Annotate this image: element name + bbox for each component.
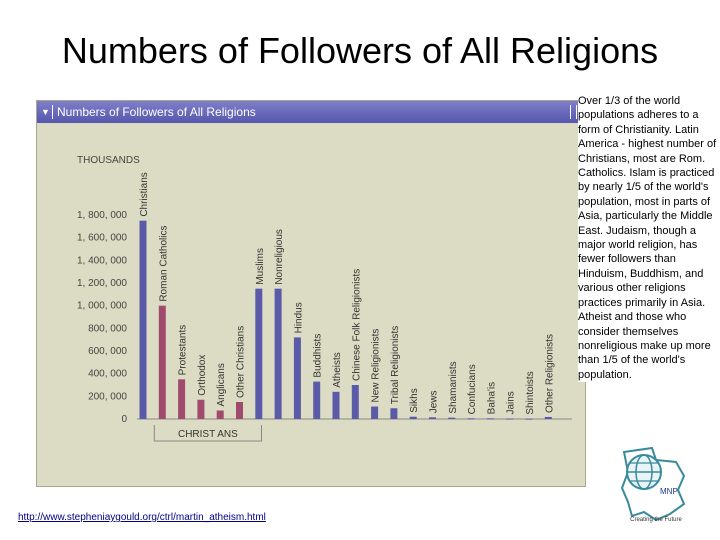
category-label: Chinese Folk Religionists xyxy=(351,269,362,381)
category-label: Nonreligious xyxy=(274,229,285,285)
category-label: New Religionists xyxy=(371,329,382,403)
source-link[interactable]: http://www.stepheniaygould.org/ctrl/mart… xyxy=(18,512,266,523)
bar xyxy=(216,410,224,419)
bar xyxy=(429,417,436,419)
bar xyxy=(293,337,301,419)
bar xyxy=(506,418,514,420)
bar xyxy=(544,416,552,419)
y-tick-label: 1, 800, 000 xyxy=(77,210,127,221)
category-label: Muslims xyxy=(255,248,266,285)
category-label: Other Religionists xyxy=(544,334,555,413)
bar xyxy=(313,381,321,419)
bar xyxy=(371,406,379,419)
svg-text:MNP: MNP xyxy=(660,487,678,496)
bar xyxy=(448,417,456,419)
category-label: Anglicans xyxy=(216,363,227,406)
y-tick-label: 1, 600, 000 xyxy=(77,233,127,244)
logo-caption: Creating the Future xyxy=(630,517,682,523)
chart-title: Numbers of Followers of All Religions xyxy=(57,105,256,119)
bar xyxy=(139,220,147,419)
category-label: Shintoists xyxy=(525,371,536,414)
bar xyxy=(351,385,359,419)
category-label: Christians xyxy=(139,172,150,216)
bar xyxy=(467,418,475,420)
bar xyxy=(158,305,166,419)
bar xyxy=(390,408,398,419)
bar xyxy=(197,399,205,419)
y-tick-label: 800, 000 xyxy=(88,323,127,334)
y-tick-label: 200, 000 xyxy=(88,391,127,402)
category-label: Hindus xyxy=(293,302,304,333)
slide-title: Numbers of Followers of All Religions xyxy=(61,30,659,71)
y-tick-label: 1, 200, 000 xyxy=(77,278,127,289)
y-tick-label: 400, 000 xyxy=(88,369,127,380)
category-label: Roman Catholics xyxy=(158,226,169,302)
y-tick-label: 1, 400, 000 xyxy=(77,255,127,266)
category-label: Other Christians xyxy=(236,326,247,398)
category-label: Jains xyxy=(506,391,517,414)
category-label: Tribal Religionists xyxy=(390,326,401,405)
category-label: Jews xyxy=(429,391,440,414)
bar xyxy=(525,418,533,420)
christian-group-bracket xyxy=(153,425,262,442)
chart-frame: ▼ Numbers of Followers of All Religions … xyxy=(36,100,586,487)
category-label: Sikhs xyxy=(409,388,420,412)
category-label: Buddhists xyxy=(313,334,324,378)
category-label: Baha'is xyxy=(486,382,497,415)
christian-group-label: CHRIST ANS xyxy=(178,429,238,440)
dropdown-triangle-icon[interactable]: ▼ xyxy=(41,107,50,117)
bar xyxy=(178,379,186,419)
bar xyxy=(255,288,263,419)
header-divider-right-2 xyxy=(576,105,577,119)
bar xyxy=(332,391,340,419)
bar-chart: THOUSANDS 0 200, 000 400, 000 600, 000 800, 0… xyxy=(77,155,572,442)
globe-logo-icon: MNP xyxy=(620,446,686,522)
bar xyxy=(236,402,243,419)
y-tick-label: 600, 000 xyxy=(88,346,127,357)
y-axis-label: THOUSANDS xyxy=(77,155,140,166)
y-tick-label: 1, 000, 000 xyxy=(77,301,127,312)
chart-header: ▼ Numbers of Followers of All Religions xyxy=(37,101,585,123)
logo: MNP xyxy=(618,442,694,526)
bar xyxy=(409,416,417,419)
category-label: Shamanists xyxy=(448,361,459,413)
category-label: Confucians xyxy=(467,364,478,414)
header-divider-right xyxy=(570,105,571,119)
header-divider xyxy=(52,105,53,119)
bar xyxy=(486,418,494,420)
side-description: Over 1/3 of the world populations adhere… xyxy=(578,94,720,383)
category-label: Protestants xyxy=(178,325,189,376)
y-tick-label: 0 xyxy=(121,414,127,425)
category-label: Orthodox xyxy=(197,355,208,396)
category-label: Atheists xyxy=(332,352,343,388)
bar xyxy=(274,288,282,419)
